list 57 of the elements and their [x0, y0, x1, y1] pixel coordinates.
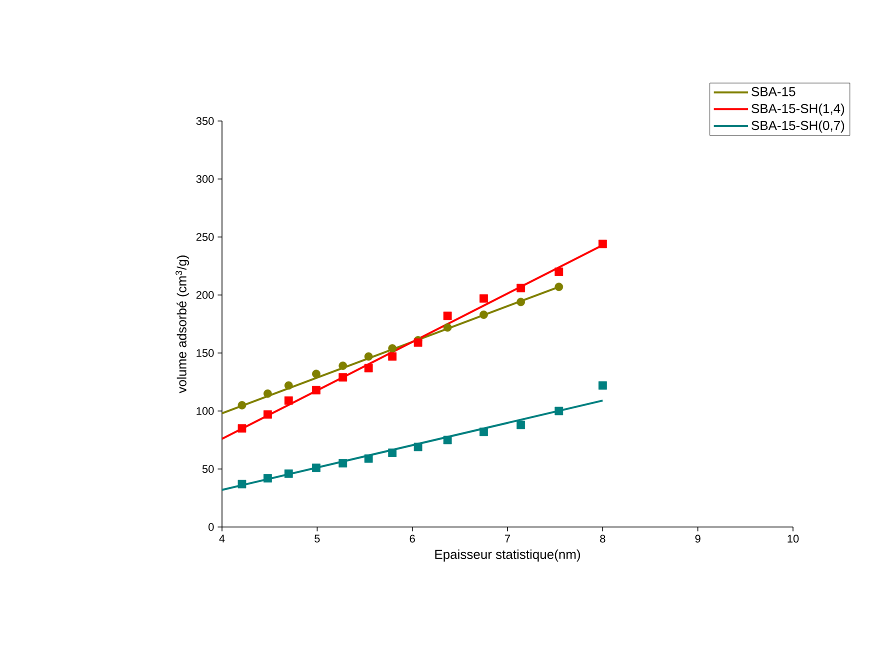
point — [388, 344, 397, 353]
y-tick-label: 0 — [208, 523, 214, 531]
x-tick-label: 9 — [695, 534, 700, 543]
x-tick-label: 7 — [505, 534, 510, 542]
point — [238, 424, 246, 433]
legend-label: SBA-15-SH(0,7) — [752, 120, 844, 133]
point — [443, 323, 452, 332]
legend-label: SBA-15-SH(1,4) — [752, 104, 844, 116]
y-tick-label: 350 — [196, 117, 214, 125]
point — [480, 294, 488, 303]
point — [554, 268, 564, 276]
x-tick-label: 6 — [410, 534, 415, 543]
y-tick-label: 250 — [196, 233, 214, 241]
point — [338, 362, 348, 370]
y-tick-label: 100 — [196, 407, 214, 415]
point — [598, 381, 607, 390]
y-tick-label: 200 — [196, 291, 214, 299]
point — [480, 310, 488, 319]
x-tick-label: 8 — [600, 534, 606, 543]
point — [284, 469, 293, 478]
x-tick-label: 5 — [314, 534, 320, 542]
point — [388, 448, 397, 457]
point — [554, 406, 564, 416]
point — [516, 420, 526, 430]
point — [443, 436, 452, 444]
point — [338, 459, 348, 468]
x-tick-label: 10 — [788, 534, 799, 543]
point — [312, 464, 320, 472]
point — [414, 442, 422, 452]
y-tick-label: 50 — [202, 465, 214, 473]
point — [516, 284, 526, 292]
y-axis-title: volume adsorbé (cm$^{3}$/g) — [176, 256, 189, 394]
point — [480, 428, 488, 436]
point — [284, 396, 293, 405]
point — [312, 370, 320, 378]
point — [516, 298, 526, 306]
point — [443, 312, 452, 320]
point — [364, 352, 373, 361]
point — [263, 389, 272, 398]
point — [238, 401, 246, 410]
point — [364, 454, 373, 463]
legend-label: SBA-15 — [752, 87, 796, 96]
x-tick-label: 4 — [219, 534, 225, 542]
point — [263, 410, 272, 419]
point — [312, 386, 320, 394]
point — [414, 338, 422, 347]
point — [284, 381, 293, 390]
point — [554, 282, 564, 292]
point — [263, 474, 272, 482]
point — [338, 373, 348, 382]
point — [598, 240, 607, 248]
point — [364, 364, 373, 372]
x-axis-title: Epaisseur statistique(nm) — [435, 549, 580, 562]
point — [388, 352, 397, 361]
y-tick-label: 300 — [196, 175, 214, 183]
point — [238, 480, 246, 488]
y-tick-label: 150 — [196, 349, 214, 357]
